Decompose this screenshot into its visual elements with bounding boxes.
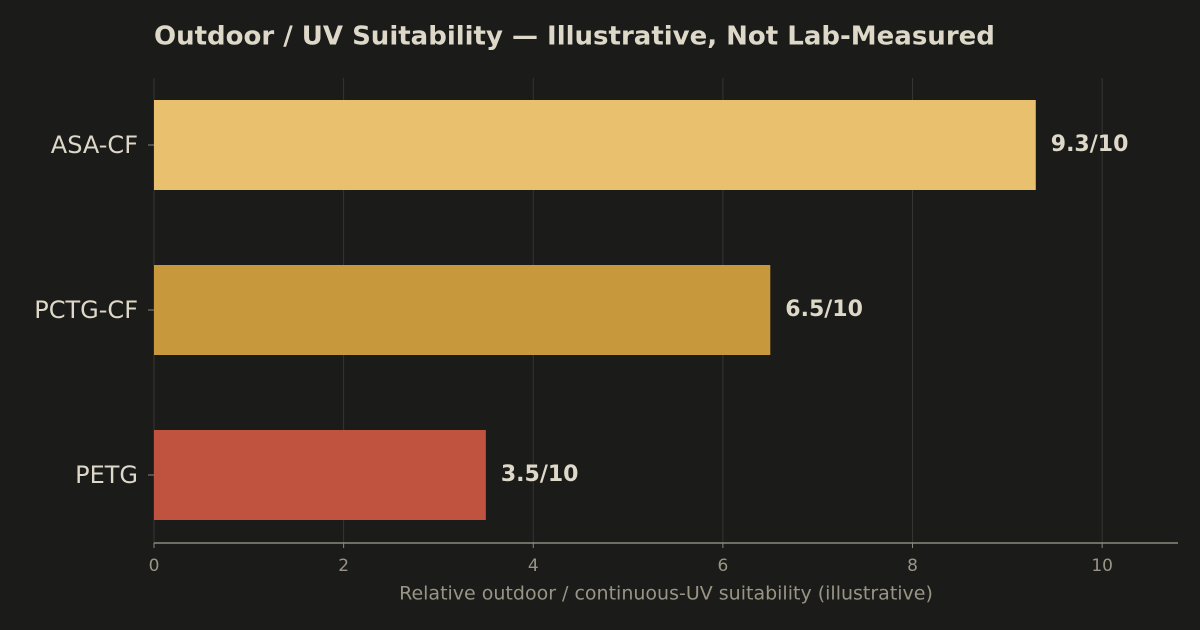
y-tick-label: PCTG-CF [34, 296, 138, 324]
bar [154, 100, 1036, 190]
value-label: 9.3/10 [1051, 132, 1129, 157]
y-tick-label: ASA-CF [51, 131, 138, 159]
bar [154, 430, 486, 520]
value-label: 6.5/10 [785, 297, 863, 322]
y-tick-label: PETG [75, 461, 138, 489]
x-tick-label: 6 [717, 556, 728, 576]
x-tick-label: 10 [1091, 556, 1113, 576]
bar [154, 265, 771, 355]
x-tick-label: 0 [149, 556, 160, 576]
x-tick-label: 4 [528, 556, 539, 576]
x-tick-label: 2 [338, 556, 349, 576]
chart-title: Outdoor / UV Suitability — Illustrative,… [154, 22, 995, 52]
x-tick-label: 8 [907, 556, 918, 576]
value-label: 3.5/10 [501, 462, 579, 487]
x-axis-label: Relative outdoor / continuous-UV suitabi… [399, 583, 933, 605]
